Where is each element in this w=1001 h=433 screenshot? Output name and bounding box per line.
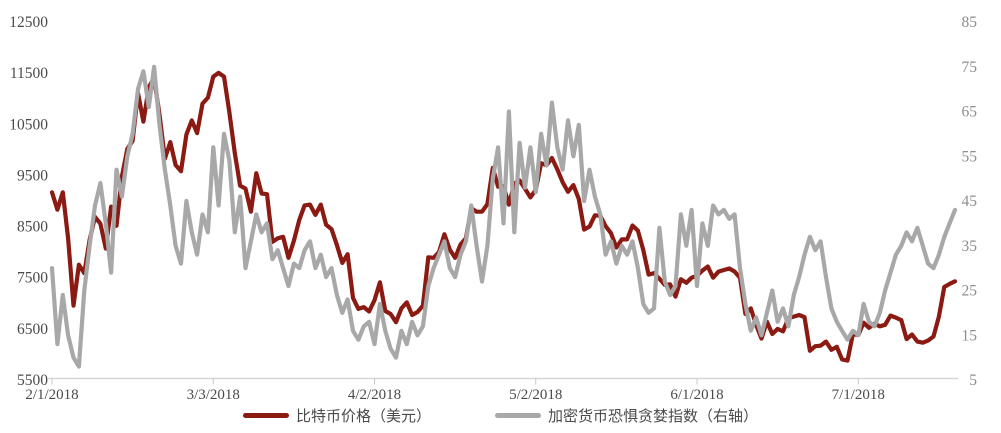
right-axis-tick-label: 25 <box>962 283 978 300</box>
x-axis-tick-label: 7/1/2018 <box>832 387 885 403</box>
x-axis-tick-label: 5/2/2018 <box>509 387 562 403</box>
right-axis-tick-label: 35 <box>962 238 978 255</box>
left-axis-tick-label: 7500 <box>17 270 48 287</box>
chart-canvas: 2/1/2018 3/3/2018 4/2/2018 5/2/2018 6/1/2018… <box>9 14 978 403</box>
right-axis-tick-label: 65 <box>962 104 978 121</box>
left-axis-tick-label: 6500 <box>17 321 48 338</box>
left-axis-tick-label: 5500 <box>17 372 48 389</box>
right-axis-tick-label: 55 <box>962 148 978 165</box>
btc-price-line-swatch <box>242 413 289 418</box>
right-axis-tick-label: 45 <box>962 193 978 210</box>
legend-item-btc-price: 比特币价格（美元） <box>242 405 431 426</box>
legend-label-btc-price: 比特币价格（美元） <box>295 409 431 425</box>
fear-greed-index-line-swatch <box>495 413 541 418</box>
left-axis-tick-label: 12500 <box>9 14 48 31</box>
left-axis-tick-label: 8500 <box>17 219 48 236</box>
legend-label-fear-greed-index: 加密货币恐惧贪婪指数（右轴） <box>548 409 759 425</box>
x-axis-tick-label: 4/2/2018 <box>348 387 401 403</box>
right-axis-tick-label: 5 <box>969 372 977 389</box>
legend: 比特币价格（美元） 加密货币恐惧贪婪指数（右轴） <box>0 405 1001 426</box>
right-axis-tick-label: 85 <box>962 14 978 31</box>
left-axis-tick-label: 9500 <box>17 167 48 184</box>
x-axis-tick-label: 6/1/2018 <box>670 387 723 403</box>
left-axis-tick-label: 10500 <box>9 116 48 133</box>
right-axis-tick-label: 75 <box>962 59 978 76</box>
left-axis-tick-label: 11500 <box>10 65 48 82</box>
x-axis-tick-label: 2/1/2018 <box>25 387 78 403</box>
legend-item-fear-greed-index: 加密货币恐惧贪婪指数（右轴） <box>495 405 758 426</box>
x-axis-tick-label: 3/3/2018 <box>187 387 240 403</box>
right-axis-tick-label: 15 <box>962 327 978 344</box>
fear-greed-index-line <box>49 64 958 369</box>
